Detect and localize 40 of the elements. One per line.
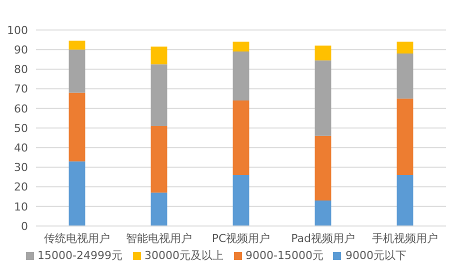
y-tick-label: 60 bbox=[14, 102, 28, 116]
bar bbox=[68, 40, 86, 50]
y-tick-label: 50 bbox=[14, 122, 28, 135]
bar bbox=[314, 200, 332, 226]
legend-label: 9000-15000元 bbox=[246, 249, 324, 262]
bar bbox=[396, 175, 414, 226]
bar bbox=[232, 175, 250, 226]
bar bbox=[396, 42, 414, 54]
bar bbox=[396, 54, 414, 99]
bar bbox=[232, 52, 250, 101]
y-tick-label: 80 bbox=[14, 63, 28, 76]
bar bbox=[150, 64, 168, 126]
bar bbox=[314, 136, 332, 201]
x-tick-label: PC视频用户 bbox=[212, 232, 270, 245]
bar bbox=[396, 98, 414, 176]
bar bbox=[68, 92, 86, 162]
bar bbox=[150, 192, 168, 226]
y-tick-label: 70 bbox=[14, 82, 28, 96]
legend-label: 30000元及以上 bbox=[144, 249, 224, 262]
bar bbox=[232, 42, 250, 52]
bar bbox=[314, 60, 332, 136]
bar bbox=[314, 46, 332, 60]
bar bbox=[68, 161, 86, 226]
y-tick-label: 100 bbox=[7, 24, 28, 37]
x-tick-label: 传统电视用户 bbox=[44, 232, 110, 245]
x-tick-label: 手机视频用户 bbox=[372, 232, 438, 245]
legend-label: 9000元以下 bbox=[345, 249, 406, 262]
y-tick-label: 40 bbox=[14, 142, 28, 155]
bar bbox=[68, 50, 86, 93]
y-tick-label: 90 bbox=[14, 44, 28, 57]
bar bbox=[150, 126, 168, 193]
y-tick-label: 30 bbox=[14, 161, 28, 174]
bar bbox=[232, 100, 250, 176]
y-tick-label: 20 bbox=[14, 180, 28, 194]
x-tick-label: 智能电视用户 bbox=[126, 232, 192, 245]
bar bbox=[150, 46, 168, 64]
y-tick-label: 10 bbox=[14, 200, 28, 214]
legend-label: 15000-24999元 bbox=[38, 249, 122, 262]
y-tick-label: 0 bbox=[21, 220, 28, 233]
x-tick-label: Pad视频用户 bbox=[291, 232, 355, 245]
